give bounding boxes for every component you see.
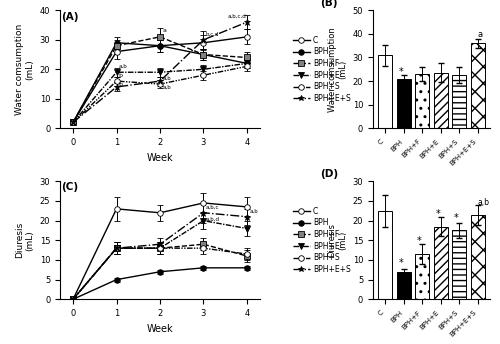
- Bar: [452, 75, 466, 128]
- Text: (C): (C): [61, 182, 78, 192]
- Text: a,b,c: a,b,c: [206, 205, 219, 210]
- Text: *: *: [398, 67, 404, 77]
- X-axis label: Week: Week: [146, 152, 174, 163]
- Bar: [434, 227, 448, 299]
- Y-axis label: Diuresis
(mL): Diuresis (mL): [328, 223, 347, 257]
- Legend: C, BPH, BPH+F, BPH+E, BPH+S, BPH+E+S: C, BPH, BPH+F, BPH+E, BPH+S, BPH+E+S: [290, 33, 354, 106]
- Text: a: a: [162, 29, 166, 33]
- Bar: [452, 230, 466, 299]
- Text: (A): (A): [61, 12, 78, 22]
- Text: *: *: [398, 258, 404, 268]
- Bar: [397, 272, 410, 299]
- Text: b,c,d: b,c,d: [206, 31, 219, 36]
- Bar: [378, 211, 392, 299]
- Bar: [471, 215, 484, 299]
- Legend: C, BPH, BPH+F, BPH+E, BPH+S, BPH+E+S: C, BPH, BPH+F, BPH+E, BPH+S, BPH+E+S: [290, 204, 354, 277]
- Bar: [378, 55, 392, 128]
- Text: a,b,c,d: a,b,c,d: [228, 14, 246, 19]
- Text: a,b: a,b: [118, 64, 128, 69]
- Text: *: *: [417, 236, 422, 246]
- Text: (B): (B): [320, 0, 338, 8]
- Text: a,b: a,b: [162, 76, 171, 80]
- Text: b: b: [118, 82, 122, 86]
- Bar: [434, 73, 448, 128]
- Text: a: a: [478, 31, 483, 40]
- Text: a,b,d: a,b,d: [206, 217, 220, 222]
- Bar: [416, 74, 429, 128]
- Text: a,b: a,b: [249, 209, 258, 214]
- Y-axis label: Diuresis
(mL): Diuresis (mL): [14, 222, 34, 258]
- Y-axis label: Water comsumption
(mL): Water comsumption (mL): [328, 27, 347, 112]
- Bar: [397, 79, 410, 128]
- Text: *: *: [436, 209, 440, 219]
- X-axis label: Week: Week: [146, 324, 174, 334]
- Bar: [416, 254, 429, 299]
- Y-axis label: Water comsumption
(mL): Water comsumption (mL): [14, 24, 34, 115]
- Text: b: b: [118, 73, 122, 78]
- Text: *: *: [454, 213, 459, 223]
- Text: a,b: a,b: [162, 85, 171, 89]
- Bar: [471, 43, 484, 128]
- Text: a,b: a,b: [478, 198, 490, 207]
- Text: (D): (D): [320, 169, 338, 179]
